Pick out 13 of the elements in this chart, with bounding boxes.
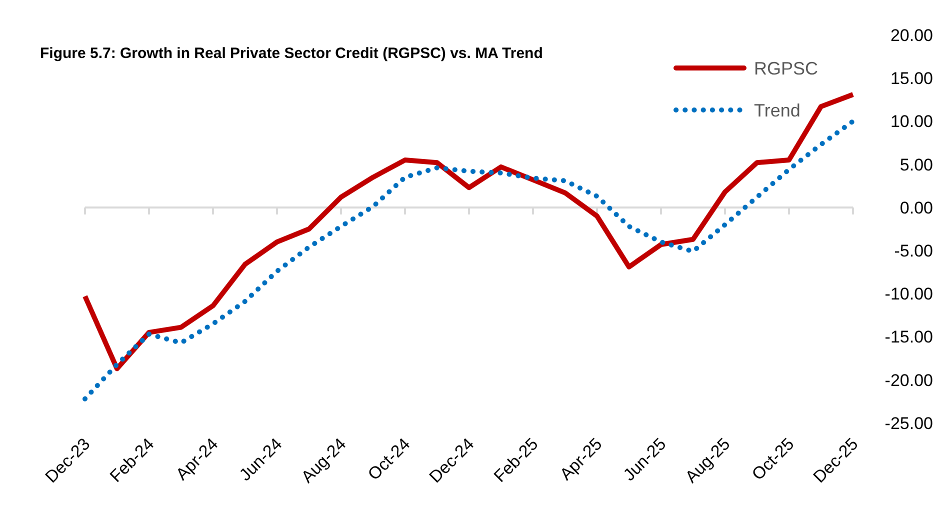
y-tick-label: -25.00 bbox=[884, 414, 933, 433]
y-tick-label: 5.00 bbox=[900, 155, 933, 174]
y-tick-label: -5.00 bbox=[894, 242, 933, 261]
y-tick-label: -15.00 bbox=[884, 328, 933, 347]
y-tick-label: 10.00 bbox=[890, 112, 933, 132]
y-tick-label: -10.00 bbox=[884, 284, 933, 304]
y-tick-label: 20.00 bbox=[890, 26, 933, 45]
legend-label: RGPSC bbox=[754, 58, 818, 78]
y-tick-label: 15.00 bbox=[890, 69, 933, 88]
text: Figure 5.7: Growth in Real Private Sector Credit (RGPSC) vs. MA Trend bbox=[40, 45, 543, 62]
legend-label: Trend bbox=[754, 100, 800, 120]
y-tick-label: -20.00 bbox=[884, 370, 933, 390]
y-tick-label: 0.00 bbox=[900, 198, 933, 218]
